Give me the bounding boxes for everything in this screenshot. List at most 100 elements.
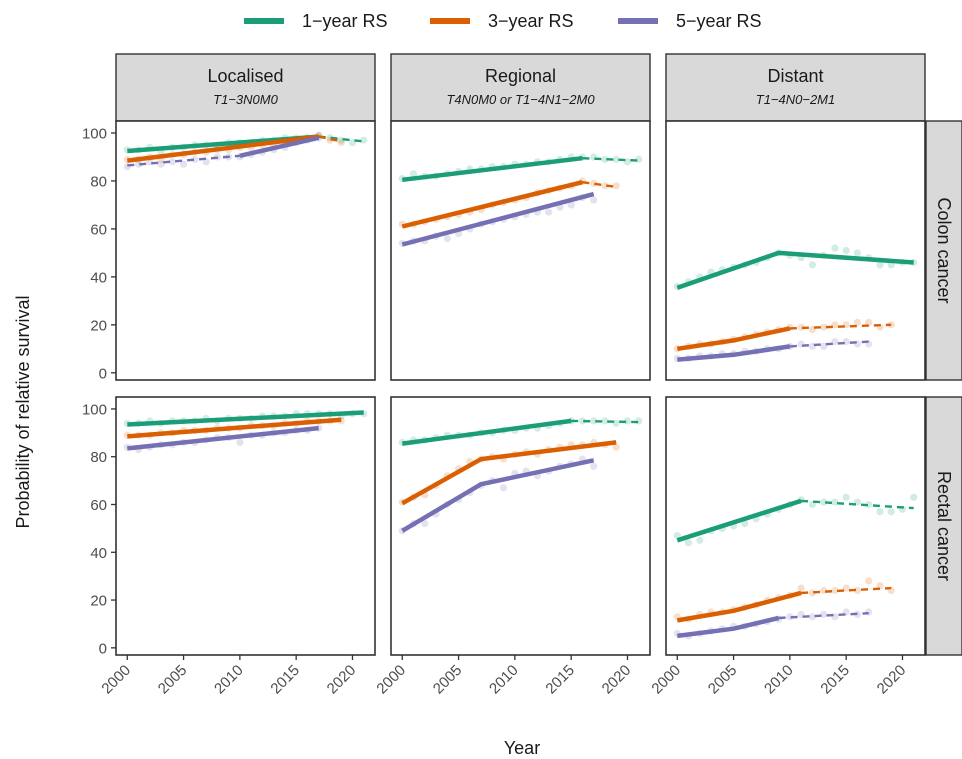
line-5-year-trend (677, 615, 780, 639)
panel-border (115, 120, 376, 381)
point-5-year (443, 234, 451, 243)
point-5-year (180, 160, 188, 168)
y-tick-label: 40 (90, 545, 107, 562)
x-tick-label: 2015 (817, 662, 853, 698)
strip-regional: Regional T4N0M0 or T1−4N1−2M0 (390, 53, 651, 122)
point-5-year (421, 520, 429, 528)
panel-rectal-localised (115, 396, 376, 656)
line-3-year-projection (801, 586, 892, 595)
point-1-year (612, 419, 620, 427)
point-5-year (820, 610, 828, 619)
panel-colon-localised (115, 120, 376, 381)
y-axis-title: Probability of relative survival (13, 295, 33, 528)
point-1-year (348, 139, 357, 147)
line-1-year-trend (676, 250, 914, 290)
row-title-colon-cancer: Colon cancer (934, 197, 954, 303)
point-3-year (831, 586, 839, 595)
panel-background (116, 397, 375, 655)
panel-border (390, 396, 651, 656)
y-tick-label: 0 (99, 365, 107, 382)
legend-label-5-year: 5−year RS (676, 11, 762, 31)
point-1-year (409, 170, 418, 178)
strip-distant: Distant T1−4N0−2M1 (665, 53, 926, 122)
y-tick-label: 60 (90, 497, 107, 514)
line-3-year-trend (401, 440, 617, 506)
point-5-year (590, 196, 598, 204)
point-5-year (545, 208, 553, 216)
line-3-year-trend (127, 417, 342, 439)
point-1-year (831, 498, 839, 506)
strip-background (390, 53, 651, 122)
point-5-year (157, 160, 165, 168)
line-3-year-trend (127, 134, 319, 163)
point-1-year (623, 158, 632, 166)
y-tick-label: 80 (90, 449, 107, 466)
y-tick-label: 100 (82, 401, 107, 418)
point-3-year (831, 321, 839, 329)
point-1-year (590, 417, 598, 425)
panel-background (391, 397, 650, 655)
point-5-year (134, 160, 143, 168)
point-3-year (612, 443, 620, 451)
panel-rectal-regional (390, 396, 651, 656)
line-5-year-trend (401, 458, 595, 533)
strip-background (925, 120, 962, 381)
x-tick-label: 2000 (98, 662, 134, 698)
point-3-year (842, 584, 850, 592)
y-tick-label: 0 (99, 640, 107, 657)
line-3-year-trend (401, 180, 583, 229)
point-3-year (820, 323, 828, 331)
line-1-year-projection (582, 157, 639, 162)
x-tick-label: 2010 (761, 662, 797, 698)
strip-title-localised: Localised (207, 66, 283, 86)
y-tick-label: 100 (82, 125, 107, 142)
legend-label-3-year: 3−year RS (488, 11, 574, 31)
row-strips: Colon cancer Rectal cancer (925, 120, 962, 656)
plot-panels (115, 120, 926, 656)
point-5-year (786, 613, 794, 621)
line-5-year-projection (127, 154, 241, 167)
point-5-year (500, 484, 508, 492)
point-1-year (842, 493, 850, 501)
point-1-year (887, 508, 895, 516)
point-3-year (876, 582, 884, 590)
point-1-year (612, 155, 620, 163)
strip-colon-cancer: Colon cancer (925, 120, 962, 381)
legend-label-1-year: 1−year RS (302, 11, 388, 31)
legend: 1−year RS 3−year RS 5−year RS (244, 11, 762, 31)
point-1-year (842, 246, 850, 255)
line-5-year-trend (239, 135, 320, 158)
panel-border (665, 120, 926, 381)
panel-background (116, 121, 375, 380)
x-tick-label: 2020 (874, 662, 910, 698)
x-tick-label: 2000 (373, 662, 409, 698)
x-tick-label: 2020 (599, 662, 635, 698)
point-5-year (820, 342, 828, 350)
line-1-year-trend (676, 498, 802, 543)
point-1-year (876, 261, 884, 269)
line-5-year-trend (401, 191, 595, 247)
point-3-year (853, 318, 862, 326)
point-1-year (601, 155, 609, 163)
point-3-year (887, 321, 895, 329)
point-1-year (601, 417, 609, 425)
point-1-year (876, 508, 884, 516)
point-5-year (168, 158, 176, 166)
line-3-year-projection (318, 135, 342, 143)
point-1-year (910, 493, 918, 501)
point-3-year (337, 139, 345, 147)
point-1-year (831, 244, 839, 252)
line-1-year-trend (127, 410, 364, 427)
point-3-year (601, 182, 609, 190)
point-3-year (853, 586, 862, 595)
strip-title-regional: Regional (485, 66, 556, 86)
y-tick-label: 20 (90, 593, 107, 610)
x-tick-label: 2015 (542, 662, 578, 698)
x-tick-label: 2010 (211, 662, 247, 698)
point-1-year (360, 136, 368, 144)
point-1-year (684, 539, 693, 547)
strip-subtitle-localised: T1−3N0M0 (213, 92, 278, 107)
strip-subtitle-distant: T1−4N0−2M1 (756, 92, 836, 107)
panel-border (115, 396, 376, 656)
